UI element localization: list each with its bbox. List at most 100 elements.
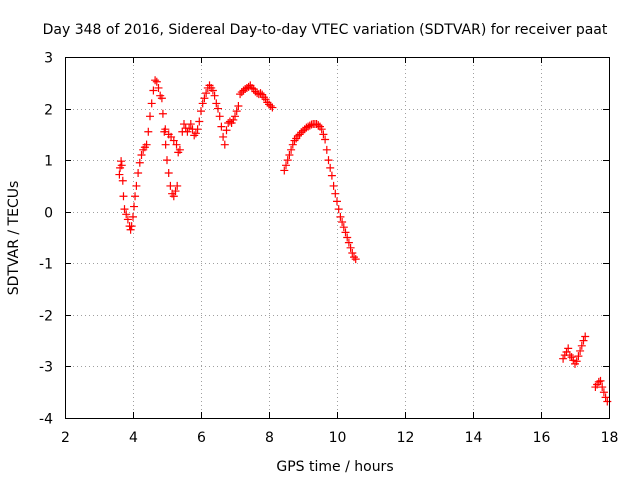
data-point [572,357,581,366]
data-point [319,130,328,139]
data-point [135,158,144,167]
data-point [285,150,294,159]
data-point [146,112,154,121]
data-point [134,169,143,178]
x-tick-label: 18 [601,430,619,446]
data-point [234,101,243,110]
data-point [212,99,221,108]
data-point [164,169,173,178]
data-point [193,125,202,134]
data-point [579,336,588,345]
data-point [577,341,586,350]
data-point [350,253,358,262]
data-point [282,161,290,170]
data-point [130,202,139,211]
data-point [119,192,128,201]
data-point [302,123,311,132]
data-point [329,181,338,190]
data-point [217,122,226,131]
x-tick-label: 10 [329,430,347,446]
data-point [314,121,323,130]
data-point [351,255,360,264]
data-point [117,161,126,170]
y-tick-label: -1 [39,257,53,273]
data-point [231,112,239,121]
x-tick-label: 6 [197,430,206,446]
data-point [126,225,135,234]
x-tick-label: 8 [265,430,274,446]
data-point [241,84,250,93]
data-point [324,156,333,165]
data-point [214,104,222,113]
data-point [341,228,350,237]
data-point [166,181,175,190]
data-point [191,129,200,138]
data-point [348,248,357,257]
y-tick-label: 3 [44,51,53,67]
data-point [594,377,603,386]
data-point [123,215,132,224]
data-point [157,94,166,103]
data-point [210,91,219,100]
data-point [263,98,272,107]
data-point [172,140,181,149]
data-point [152,77,161,86]
data-point [232,107,241,116]
data-point [115,170,124,179]
data-point [161,140,170,149]
y-tick-label: -2 [39,309,53,325]
data-point [559,354,568,363]
data-point [344,238,353,247]
data-point [327,171,336,180]
x-axis-label: GPS time / hours [276,459,393,475]
data-point [334,205,343,214]
data-point [339,223,348,232]
data-point [132,181,141,190]
y-tick-label: -4 [39,412,53,428]
x-tick-label: 12 [397,430,415,446]
data-point [198,99,207,108]
data-point [576,346,585,355]
data-point [244,82,253,91]
data-point [338,218,347,227]
data-point [180,120,188,129]
y-tick-label: -3 [39,360,53,376]
data-point [158,109,167,118]
data-point [147,99,156,108]
data-point [215,112,224,121]
data-point [190,131,199,140]
data-point [117,157,126,166]
data-point [202,89,211,98]
data-point [161,125,170,134]
data-point [197,107,205,116]
data-point [149,86,158,95]
data-point [122,210,131,219]
data-point [293,131,302,140]
data-point [321,135,330,144]
y-tick-label: 1 [44,154,53,170]
data-point [220,140,229,149]
data-point [169,192,178,201]
data-point [288,140,297,149]
data-point [581,332,590,341]
data-point [266,101,275,110]
data-point [137,150,146,159]
data-point [574,352,583,361]
data-point [154,83,163,92]
x-tick-label: 2 [61,430,70,446]
data-point [336,212,345,221]
x-tick-label: 16 [533,430,551,446]
data-point [280,166,289,175]
y-tick-label: 0 [44,206,53,222]
data-point [283,156,292,165]
data-point [200,94,209,103]
data-point [268,103,277,112]
data-point [290,136,299,145]
data-point [343,233,352,242]
data-point [596,376,605,385]
data-point [598,383,607,392]
data-point [186,120,195,129]
